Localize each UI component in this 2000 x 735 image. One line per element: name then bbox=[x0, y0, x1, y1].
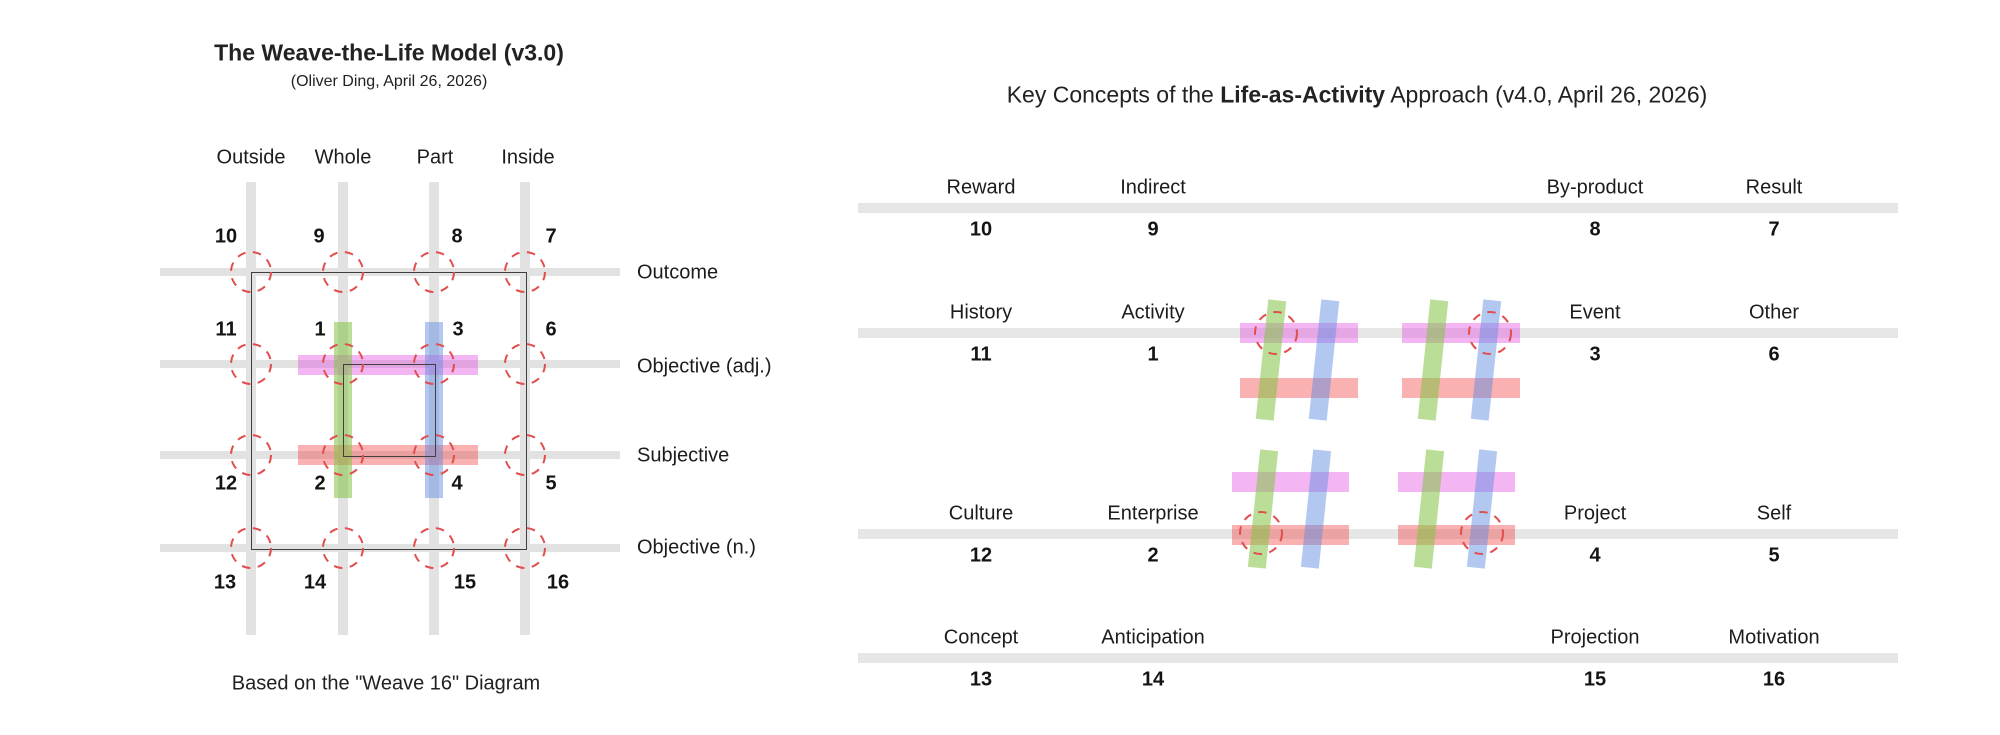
weave-glyph-2 bbox=[1232, 449, 1349, 569]
right-label-1-0: History bbox=[949, 301, 1013, 324]
left-weft-bar-2 bbox=[160, 451, 620, 459]
left-cell-number-1: 1 bbox=[314, 318, 326, 341]
left-cell-number-3: 3 bbox=[452, 318, 464, 341]
left-cell-number-16: 16 bbox=[546, 571, 570, 594]
left-cell-number-8: 8 bbox=[451, 225, 463, 248]
left-row-label-0: Outcome bbox=[637, 261, 719, 284]
right-number-2-1: 2 bbox=[1147, 544, 1159, 567]
right-label-3-1: Anticipation bbox=[1101, 626, 1205, 649]
right-label-3-0: Concept bbox=[943, 626, 1019, 649]
left-cell-number-14: 14 bbox=[303, 571, 327, 594]
left-col-label-1: Whole bbox=[314, 146, 372, 169]
right-label-2-1: Enterprise bbox=[1107, 502, 1199, 525]
left-cell-number-6: 6 bbox=[545, 318, 557, 341]
right-number-2-0: 12 bbox=[969, 544, 993, 567]
right-title: Key Concepts of the Life-as-Activity App… bbox=[1007, 82, 1708, 109]
right-label-2-0: Culture bbox=[948, 502, 1014, 525]
right-label-3-2: Projection bbox=[1550, 626, 1640, 649]
weave-glyph-1 bbox=[1402, 299, 1520, 421]
left-warp-bar-2 bbox=[429, 182, 439, 635]
left-cell-number-13: 13 bbox=[213, 571, 237, 594]
right-title-suffix: Approach (v4.0, April 26, 2026) bbox=[1385, 81, 1708, 108]
right-number-0-0: 10 bbox=[969, 218, 993, 241]
glyph-green-bar bbox=[1417, 299, 1449, 421]
right-number-0-3: 7 bbox=[1768, 218, 1780, 241]
right-title-bold: Life-as-Activity bbox=[1220, 81, 1386, 108]
glyph-blue-bar bbox=[1466, 449, 1498, 569]
right-timeline-2 bbox=[858, 529, 1898, 539]
glyph-green-bar bbox=[1255, 299, 1287, 421]
weave-glyph-3 bbox=[1398, 449, 1515, 569]
right-label-2-2: Project bbox=[1563, 502, 1627, 525]
outer-square-frame bbox=[251, 272, 527, 550]
left-row-label-2: Subjective bbox=[637, 444, 730, 467]
glyph-blue-bar bbox=[1300, 449, 1332, 569]
left-cell-number-11: 11 bbox=[215, 318, 237, 341]
right-label-1-1: Activity bbox=[1121, 301, 1185, 324]
glyph-green-bar bbox=[1413, 449, 1445, 569]
glyph-blue-bar bbox=[1470, 299, 1502, 421]
right-title-prefix: Key Concepts of the bbox=[1006, 81, 1221, 108]
left-caption: Based on the "Weave 16" Diagram bbox=[231, 672, 541, 695]
glyph-magenta-bar bbox=[1232, 472, 1349, 492]
glyph-magenta-bar bbox=[1240, 323, 1358, 343]
right-timeline-3 bbox=[858, 653, 1898, 663]
right-number-0-1: 9 bbox=[1147, 218, 1159, 241]
right-label-0-2: By-product bbox=[1546, 176, 1644, 199]
right-number-3-3: 16 bbox=[1762, 668, 1786, 691]
left-cell-number-7: 7 bbox=[545, 225, 557, 248]
right-number-0-2: 8 bbox=[1589, 218, 1601, 241]
left-cell-number-4: 4 bbox=[451, 472, 463, 495]
left-cell-number-12: 12 bbox=[214, 472, 238, 495]
right-number-2-3: 5 bbox=[1768, 544, 1780, 567]
right-label-1-2: Event bbox=[1569, 301, 1621, 324]
right-number-2-2: 4 bbox=[1589, 544, 1601, 567]
right-number-3-0: 13 bbox=[969, 668, 993, 691]
right-timeline-0 bbox=[858, 203, 1898, 213]
left-row-label-1: Objective (adj.) bbox=[637, 355, 772, 378]
left-cell-number-15: 15 bbox=[453, 571, 477, 594]
right-number-1-3: 6 bbox=[1768, 343, 1780, 366]
left-col-label-2: Part bbox=[416, 146, 454, 169]
right-label-1-3: Other bbox=[1748, 301, 1800, 324]
glyph-green-bar bbox=[1247, 449, 1279, 569]
right-label-0-1: Indirect bbox=[1120, 176, 1186, 199]
left-subtitle: (Oliver Ding, April 26, 2026) bbox=[290, 73, 488, 90]
left-warp-bar-3 bbox=[520, 182, 530, 635]
left-title: The Weave-the-Life Model (v3.0) bbox=[214, 39, 564, 66]
right-number-1-0: 11 bbox=[970, 343, 992, 366]
inner-square-frame bbox=[343, 364, 436, 457]
glyph-magenta-bar bbox=[1398, 472, 1515, 492]
right-number-3-2: 15 bbox=[1583, 668, 1607, 691]
left-weft-bar-3 bbox=[160, 544, 620, 552]
right-label-3-3: Motivation bbox=[1728, 626, 1820, 649]
right-number-1-2: 3 bbox=[1589, 343, 1601, 366]
right-number-1-1: 1 bbox=[1147, 343, 1159, 366]
glyph-magenta-bar bbox=[1402, 323, 1520, 343]
right-label-0-0: Reward bbox=[946, 176, 1016, 199]
right-label-2-3: Self bbox=[1756, 502, 1792, 525]
left-col-label-0: Outside bbox=[216, 146, 286, 169]
left-cell-number-10: 10 bbox=[214, 225, 238, 248]
right-number-3-1: 14 bbox=[1141, 668, 1165, 691]
weave-glyph-0 bbox=[1240, 299, 1358, 421]
left-col-label-3: Inside bbox=[501, 146, 555, 169]
left-row-label-3: Objective (n.) bbox=[637, 536, 756, 559]
left-cell-number-2: 2 bbox=[314, 472, 326, 495]
left-cell-number-5: 5 bbox=[545, 472, 557, 495]
glyph-blue-bar bbox=[1308, 299, 1340, 421]
right-timeline-1 bbox=[858, 328, 1898, 338]
left-cell-number-9: 9 bbox=[313, 225, 325, 248]
right-label-0-3: Result bbox=[1745, 176, 1803, 199]
